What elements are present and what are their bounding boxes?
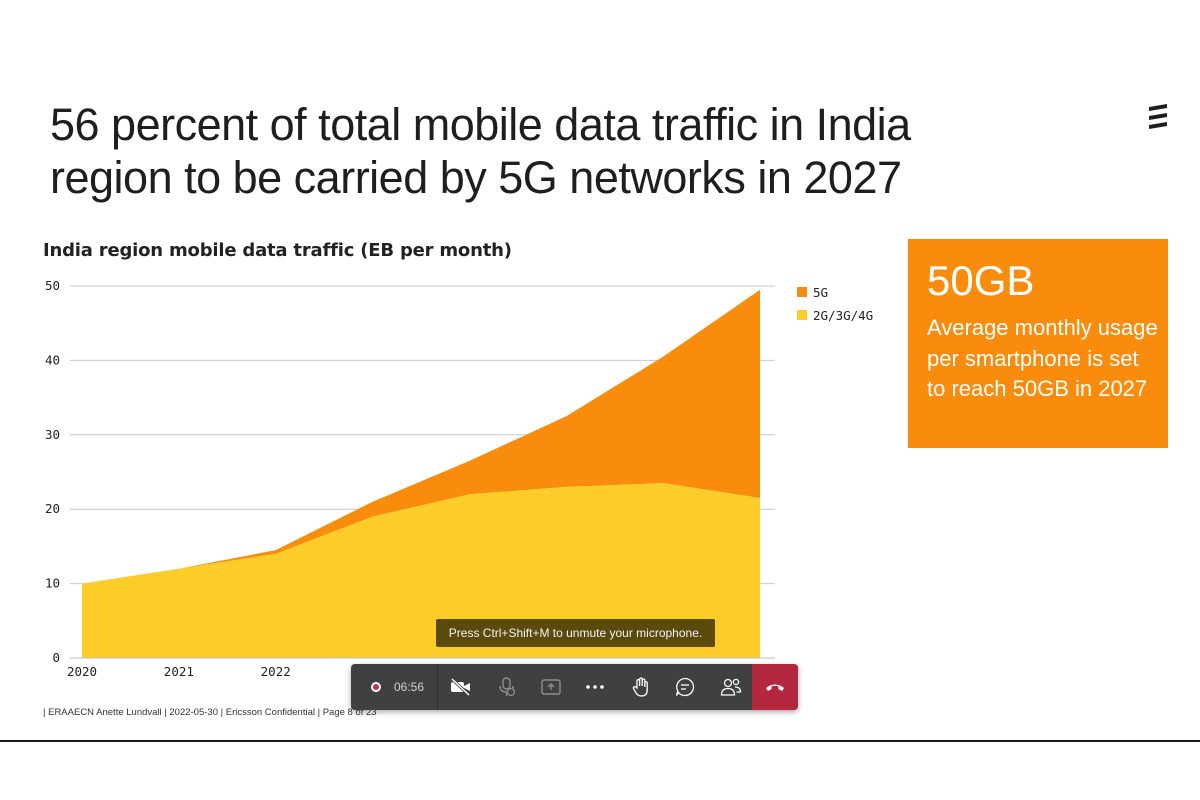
series-area-2g3g4g (82, 483, 760, 658)
y-tick-label: 30 (45, 427, 60, 442)
chat-icon[interactable] (667, 664, 703, 710)
more-icon[interactable] (577, 664, 613, 710)
ericsson-logo-icon (1149, 104, 1167, 129)
chart-title: India region mobile data traffic (EB per… (43, 240, 512, 261)
y-tick-label: 40 (45, 352, 60, 367)
legend-label: 5G (813, 285, 828, 300)
hang-up-icon (766, 684, 784, 691)
callout-box: 50GB Average monthly usage per smartphon… (908, 239, 1168, 448)
slide-title: 56 percent of total mobile data traffic … (50, 99, 911, 203)
legend-label: 2G/3G/4G (813, 308, 873, 323)
divider (0, 740, 1200, 742)
y-tick-label: 0 (52, 650, 60, 665)
callout-text: Average monthly usage per smartphone is … (927, 315, 1158, 401)
traffic-area-chart: 0 10 20 30 40 50 2020 2021 2022 5G 2G/3G/4G (45, 278, 873, 679)
call-timer-text: 06:56 (393, 680, 425, 694)
toolbar-separator (437, 664, 438, 710)
x-tick-label: 2020 (67, 664, 97, 679)
x-tick-label: 2021 (164, 664, 194, 679)
record-icon[interactable] (363, 664, 389, 710)
hang-up-button[interactable] (752, 664, 798, 710)
y-tick-label: 10 (45, 576, 60, 591)
share-icon[interactable] (533, 664, 569, 710)
people-icon[interactable] (713, 664, 749, 710)
y-tick-label: 20 (45, 501, 60, 516)
x-tick-label: 2022 (261, 664, 291, 679)
legend-swatch (797, 310, 807, 320)
slide-footer: | ERAAECN Anette Lundvall | 2022-05-30 |… (43, 707, 377, 718)
series-area-5g (82, 289, 760, 584)
camera-off-icon[interactable] (443, 664, 479, 710)
callout-value: 50GB (927, 257, 1035, 304)
raise-hand-icon[interactable] (623, 664, 659, 710)
mic-off-icon[interactable] (489, 664, 525, 710)
unmute-hint-toast: Press Ctrl+Shift+M to unmute your microp… (436, 619, 715, 647)
meeting-toolbar: 06:56 (351, 664, 798, 710)
legend-swatch (797, 287, 807, 297)
call-timer: 06:56 (389, 664, 429, 710)
y-tick-label: 50 (45, 278, 60, 293)
